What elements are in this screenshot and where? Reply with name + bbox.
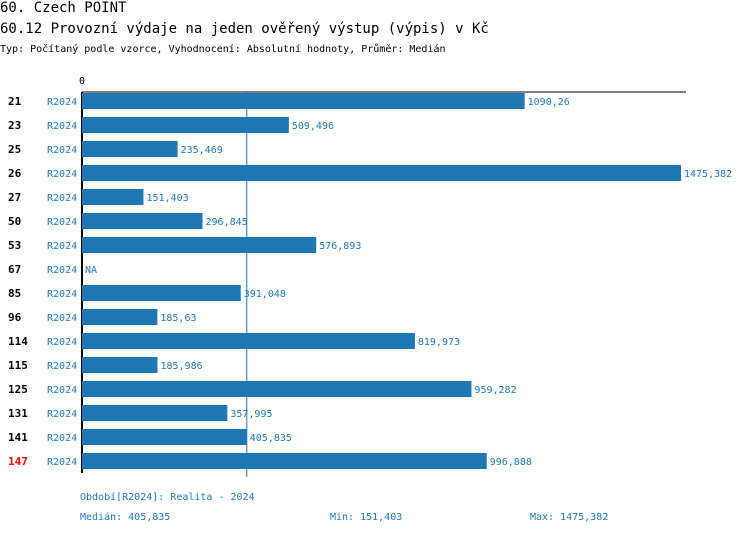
series-label: R2024 xyxy=(47,265,77,276)
series-label: R2024 xyxy=(47,97,77,108)
category-label: 96 xyxy=(8,311,22,324)
series-label: R2024 xyxy=(47,409,77,420)
data-label: 235,469 xyxy=(181,145,223,156)
data-label: 357,995 xyxy=(230,409,272,420)
median-label: Medián: 405,835 xyxy=(80,512,171,523)
data-label: 1090,26 xyxy=(528,97,570,108)
min-label: Min: 151,403 xyxy=(330,512,403,523)
bar xyxy=(82,117,289,133)
category-label: 26 xyxy=(8,167,22,180)
data-label: 185,986 xyxy=(161,361,203,372)
series-label: R2024 xyxy=(47,241,77,252)
series-label: R2024 xyxy=(47,313,77,324)
x-tick-label: 0 xyxy=(79,76,85,87)
bar xyxy=(82,285,241,301)
category-label: 27 xyxy=(8,191,21,204)
bar xyxy=(82,333,415,349)
data-label: 296,845 xyxy=(206,217,248,228)
data-label: 996,888 xyxy=(490,457,532,468)
max-label: Max: 1475,382 xyxy=(530,512,609,523)
series-label: R2024 xyxy=(47,289,77,300)
bar xyxy=(82,405,228,421)
bar xyxy=(82,189,144,205)
category-label: 125 xyxy=(8,383,28,396)
category-label: 147 xyxy=(8,455,28,468)
category-label: 67 xyxy=(8,263,21,276)
data-label: 509,496 xyxy=(292,121,334,132)
series-label: R2024 xyxy=(47,193,77,204)
chart-type-line: Typ: Počítaný podle vzorce, Vyhodnocení:… xyxy=(0,44,446,55)
data-label: 151,403 xyxy=(146,193,188,204)
bar xyxy=(82,93,525,109)
bar xyxy=(82,381,472,397)
bar xyxy=(82,429,247,445)
category-label: 131 xyxy=(8,407,28,420)
category-label: 23 xyxy=(8,119,21,132)
series-label: R2024 xyxy=(47,169,77,180)
series-label: R2024 xyxy=(47,145,77,156)
bar xyxy=(82,453,487,469)
category-label: 141 xyxy=(8,431,28,444)
bar xyxy=(82,213,203,229)
bar xyxy=(82,237,317,253)
chart-subtitle: 60.12 Provozní výdaje na jeden ověřený v… xyxy=(0,21,489,37)
category-label: 50 xyxy=(8,215,21,228)
series-label: R2024 xyxy=(47,385,77,396)
series-label: R2024 xyxy=(47,433,77,444)
data-label: 405,835 xyxy=(250,433,292,444)
category-label: 25 xyxy=(8,143,21,156)
chart-title: 60. Czech POINT xyxy=(0,0,127,16)
bar xyxy=(82,165,681,181)
bar xyxy=(82,309,158,325)
series-label: R2024 xyxy=(47,337,77,348)
category-label: 85 xyxy=(8,287,21,300)
data-label: 819,973 xyxy=(418,337,460,348)
category-label: 21 xyxy=(8,95,22,108)
bar xyxy=(82,357,158,373)
bar xyxy=(82,141,178,157)
period-label: Období[R2024]: Realita - 2024 xyxy=(80,492,255,503)
data-label: 391,048 xyxy=(244,289,286,300)
category-label: 114 xyxy=(8,335,28,348)
category-label: 115 xyxy=(8,359,28,372)
category-label: 53 xyxy=(8,239,21,252)
series-label: R2024 xyxy=(47,457,77,468)
data-label: 576,893 xyxy=(319,241,361,252)
data-label: 1475,382 xyxy=(684,169,732,180)
data-label: 959,282 xyxy=(474,385,516,396)
series-label: R2024 xyxy=(47,217,77,228)
series-label: R2024 xyxy=(47,121,77,132)
data-label: 185,63 xyxy=(160,313,196,324)
data-label: NA xyxy=(85,265,97,276)
series-label: R2024 xyxy=(47,361,77,372)
